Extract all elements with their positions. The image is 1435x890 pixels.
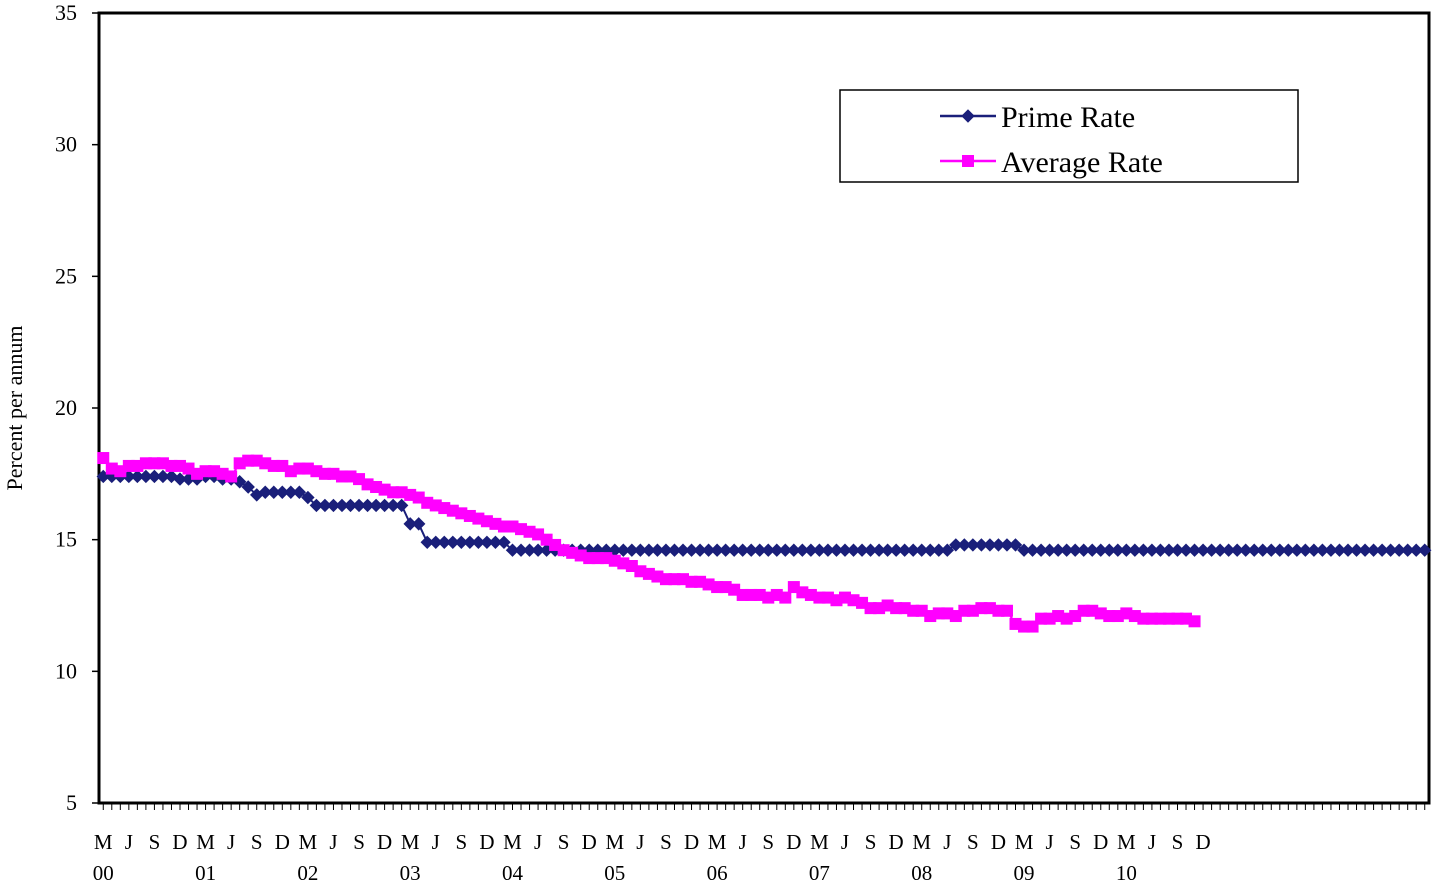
legend: Prime Rate Average Rate xyxy=(839,89,1299,183)
y-tick-label: 20 xyxy=(55,395,77,420)
y-tick-label: 15 xyxy=(55,527,77,552)
x-tick-label: M xyxy=(912,830,931,854)
x-tick-label: S xyxy=(353,830,365,854)
x-tick-label: M xyxy=(605,830,624,854)
legend-label: Prime Rate xyxy=(1001,101,1135,134)
x-tick-label: S xyxy=(1069,830,1081,854)
y-tick-label: 35 xyxy=(55,0,77,25)
data-point xyxy=(1188,615,1201,628)
y-tick-label: 10 xyxy=(55,658,77,683)
data-point xyxy=(292,485,307,499)
x-tick-label: M xyxy=(708,830,727,854)
x-year-label: 03 xyxy=(400,861,421,885)
legend-box xyxy=(839,89,1299,183)
x-tick-label: S xyxy=(762,830,774,854)
data-point xyxy=(412,517,426,531)
x-tick-label: J xyxy=(329,830,337,854)
y-tick-label: 5 xyxy=(66,790,77,815)
data-point xyxy=(301,490,315,505)
legend-marker xyxy=(961,109,975,123)
x-tick-label: M xyxy=(94,830,113,854)
legend-label: Average Rate xyxy=(1001,146,1163,179)
x-year-label: 00 xyxy=(93,861,114,885)
x-tick-label: D xyxy=(684,830,699,854)
x-year-label: 06 xyxy=(707,861,728,885)
x-tick-label: D xyxy=(275,830,290,854)
x-tick-label: J xyxy=(636,830,644,854)
x-tick-label: D xyxy=(582,830,597,854)
x-tick-label: J xyxy=(534,830,542,854)
y-axis: 5 10 15 20 25 30 35 xyxy=(55,0,99,815)
data-point xyxy=(394,498,409,513)
legend-marker xyxy=(962,155,974,167)
x-year-label: 07 xyxy=(809,861,830,885)
x-tick-label: D xyxy=(786,830,801,854)
data-point xyxy=(940,543,955,557)
x-year-label: 10 xyxy=(1116,861,1137,885)
data-point xyxy=(497,535,511,550)
data-point xyxy=(1000,604,1013,617)
x-tick-label: D xyxy=(1093,830,1108,854)
x-tick-label: S xyxy=(1172,830,1184,854)
x-year-label: 09 xyxy=(1014,861,1035,885)
x-tick-label: M xyxy=(503,830,522,854)
x-tick-label: M xyxy=(810,830,829,854)
series-layer xyxy=(96,452,1432,633)
x-tick-label: D xyxy=(172,830,187,854)
x-tick-label: S xyxy=(455,830,467,854)
x-tick-label: J xyxy=(739,830,747,854)
data-point xyxy=(97,452,110,465)
x-year-label: 08 xyxy=(911,861,932,885)
data-point xyxy=(241,480,255,494)
x-tick-label: M xyxy=(1117,830,1136,854)
x-tick-label: J xyxy=(432,830,440,854)
data-point xyxy=(779,591,792,604)
x-tick-label: D xyxy=(377,830,392,854)
x-tick-label: S xyxy=(865,830,877,854)
data-point xyxy=(1018,620,1031,633)
x-tick-label: D xyxy=(479,830,494,854)
x-tick-label: M xyxy=(196,830,215,854)
x-tick-label: S xyxy=(660,830,672,854)
x-tick-label: J xyxy=(125,830,133,854)
y-tick-label: 25 xyxy=(55,263,77,288)
x-tick-label: J xyxy=(227,830,235,854)
x-tick-label: J xyxy=(1046,830,1054,854)
x-tick-label: S xyxy=(149,830,161,854)
data-point xyxy=(438,502,451,515)
data-point xyxy=(1008,538,1023,552)
data-point xyxy=(225,470,238,483)
x-tick-label: M xyxy=(401,830,420,854)
series-1 xyxy=(97,452,1201,633)
x-tick-label: M xyxy=(299,830,318,854)
y-axis-label: Percent per annum xyxy=(2,326,27,491)
x-year-label: 02 xyxy=(297,861,318,885)
x-year-label: 01 xyxy=(195,861,216,885)
x-tick-label: D xyxy=(991,830,1006,854)
x-tick-label: J xyxy=(841,830,849,854)
x-tick-label: S xyxy=(251,830,263,854)
y-tick-label: 30 xyxy=(55,132,77,157)
x-year-label: 04 xyxy=(502,861,524,885)
x-tick-label: D xyxy=(1195,830,1210,854)
x-tick-label: J xyxy=(943,830,951,854)
x-tick-label: D xyxy=(889,830,904,854)
x-tick-label: S xyxy=(967,830,979,854)
x-tick-label: S xyxy=(558,830,570,854)
x-tick-label: J xyxy=(1148,830,1156,854)
x-year-label: 05 xyxy=(604,861,625,885)
x-tick-label: M xyxy=(1015,830,1034,854)
data-point xyxy=(1418,543,1432,557)
